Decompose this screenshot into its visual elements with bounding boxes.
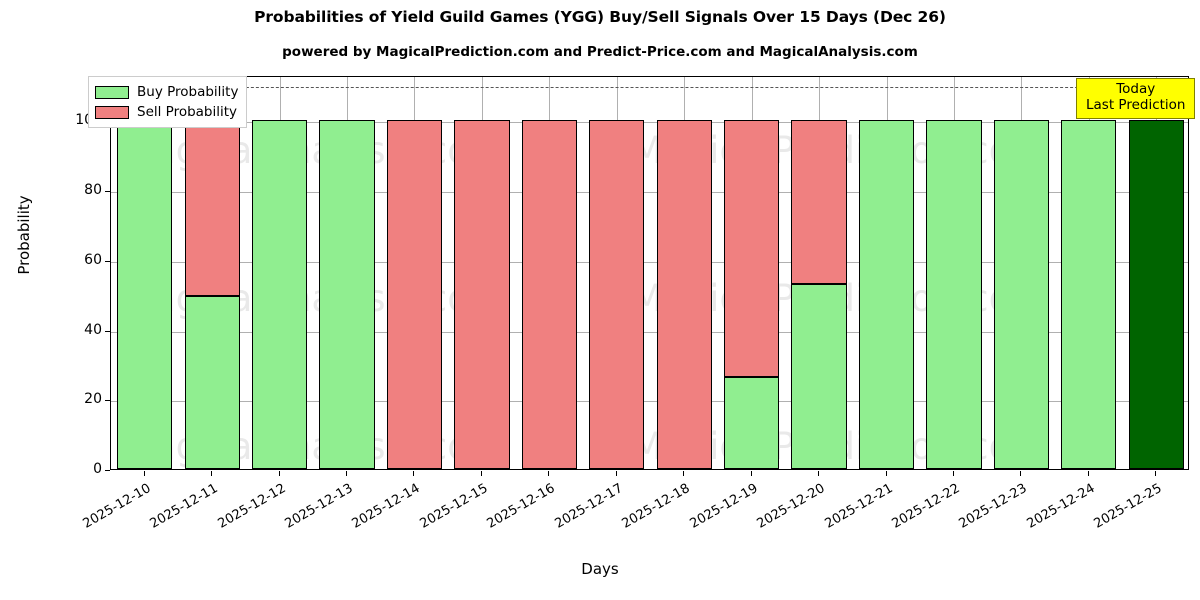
x-tick-mark bbox=[548, 471, 549, 476]
chart-title: Probabilities of Yield Guild Games (YGG)… bbox=[254, 8, 946, 26]
x-tick-mark bbox=[953, 471, 954, 476]
bar-segment-sell[interactable] bbox=[724, 120, 780, 378]
bar-segment-sell[interactable] bbox=[656, 120, 712, 469]
chart-legend: Buy Probability Sell Probability bbox=[88, 76, 248, 128]
gridline-horizontal bbox=[111, 192, 1188, 194]
y-tick-mark bbox=[105, 470, 110, 471]
y-tick-label: 20 bbox=[84, 391, 102, 408]
threshold-line bbox=[111, 87, 1188, 89]
gridline-horizontal bbox=[111, 331, 1188, 333]
y-tick-label: 60 bbox=[84, 251, 102, 268]
chart-subtitle: powered by MagicalPrediction.com and Pre… bbox=[282, 44, 918, 60]
today-annotation: Today Last Prediction bbox=[1076, 78, 1196, 120]
x-tick-mark bbox=[1088, 471, 1089, 476]
watermark-text: MagicalAnalysis.com bbox=[121, 129, 506, 172]
bar-segment-buy[interactable] bbox=[184, 296, 240, 469]
x-tick-mark bbox=[279, 471, 280, 476]
x-tick-mark bbox=[1020, 471, 1021, 476]
x-tick-mark bbox=[481, 471, 482, 476]
bar-group[interactable] bbox=[791, 77, 847, 469]
x-tick-mark bbox=[1155, 471, 1156, 476]
x-tick-mark bbox=[886, 471, 887, 476]
legend-swatch-icon bbox=[95, 105, 129, 119]
legend-item[interactable]: Buy Probability bbox=[95, 82, 238, 102]
bar-segment-buy[interactable] bbox=[251, 120, 308, 469]
x-tick-mark bbox=[346, 471, 347, 476]
y-tick-label: 40 bbox=[84, 321, 102, 338]
bar-group[interactable] bbox=[993, 77, 1050, 469]
today-annotation-line1: Today bbox=[1116, 81, 1156, 97]
y-tick-mark bbox=[105, 330, 110, 332]
bar-segment-sell[interactable] bbox=[589, 120, 645, 469]
bar-group[interactable] bbox=[589, 77, 645, 469]
x-tick-mark bbox=[413, 471, 414, 476]
x-axis-label: Days bbox=[581, 560, 619, 578]
watermark-text: MagicalAnalysis.com bbox=[121, 277, 506, 320]
bar-segment-sell[interactable] bbox=[454, 120, 510, 469]
bar-segment-buy[interactable] bbox=[319, 120, 375, 469]
x-tick-mark bbox=[616, 471, 617, 476]
x-tick-mark bbox=[211, 471, 212, 476]
bar-segment-sell[interactable] bbox=[184, 120, 240, 297]
y-axis-label: Probability bbox=[15, 195, 33, 275]
gridline-horizontal bbox=[111, 122, 1188, 124]
x-tick-mark bbox=[683, 471, 684, 476]
bar-group[interactable] bbox=[656, 77, 712, 469]
bar-segment-buy[interactable] bbox=[858, 120, 915, 469]
bar-segment-buy[interactable] bbox=[117, 120, 173, 469]
y-tick-label: 80 bbox=[84, 182, 102, 199]
bar-group[interactable] bbox=[1061, 77, 1117, 469]
legend-item[interactable]: Sell Probability bbox=[95, 102, 238, 122]
gridline-horizontal bbox=[111, 401, 1188, 403]
bar-segment-sell[interactable] bbox=[386, 120, 443, 469]
y-tick-mark bbox=[105, 191, 110, 193]
bar-group[interactable] bbox=[926, 77, 982, 469]
plot-area: MagicalAnalysis.comMagicalPrediction.com… bbox=[110, 76, 1189, 470]
legend-label: Sell Probability bbox=[137, 104, 238, 120]
today-annotation-line2: Last Prediction bbox=[1086, 96, 1186, 113]
bar-segment-buy[interactable] bbox=[791, 283, 847, 469]
x-tick-mark bbox=[751, 471, 752, 476]
bar-group[interactable] bbox=[184, 77, 240, 469]
bar-group[interactable] bbox=[386, 77, 443, 469]
x-tick-mark bbox=[144, 471, 145, 476]
legend-label: Buy Probability bbox=[137, 84, 239, 100]
watermark-text: MagicalAnalysis.com bbox=[121, 425, 506, 468]
gridline-horizontal bbox=[111, 261, 1188, 263]
y-tick-mark bbox=[105, 260, 110, 262]
bar-group[interactable] bbox=[1128, 77, 1184, 469]
bar-group[interactable] bbox=[724, 77, 780, 469]
x-tick-mark bbox=[818, 471, 819, 476]
bar-segment-buy[interactable] bbox=[926, 120, 982, 469]
bar-segment-buy[interactable] bbox=[993, 120, 1050, 469]
y-tick-mark bbox=[105, 400, 110, 402]
bar-segment-sell[interactable] bbox=[521, 120, 577, 469]
bar-segment-today[interactable] bbox=[1128, 120, 1184, 469]
bar-group[interactable] bbox=[454, 77, 510, 469]
bar-group[interactable] bbox=[319, 77, 375, 469]
bar-segment-buy[interactable] bbox=[1061, 120, 1117, 469]
bar-group[interactable] bbox=[521, 77, 577, 469]
y-tick-label: 0 bbox=[93, 461, 102, 477]
bar-group[interactable] bbox=[858, 77, 915, 469]
bar-segment-sell[interactable] bbox=[791, 120, 847, 284]
bar-segment-buy[interactable] bbox=[724, 377, 780, 469]
bar-group[interactable] bbox=[251, 77, 308, 469]
legend-swatch-icon bbox=[95, 85, 129, 99]
bar-group[interactable] bbox=[117, 77, 173, 469]
